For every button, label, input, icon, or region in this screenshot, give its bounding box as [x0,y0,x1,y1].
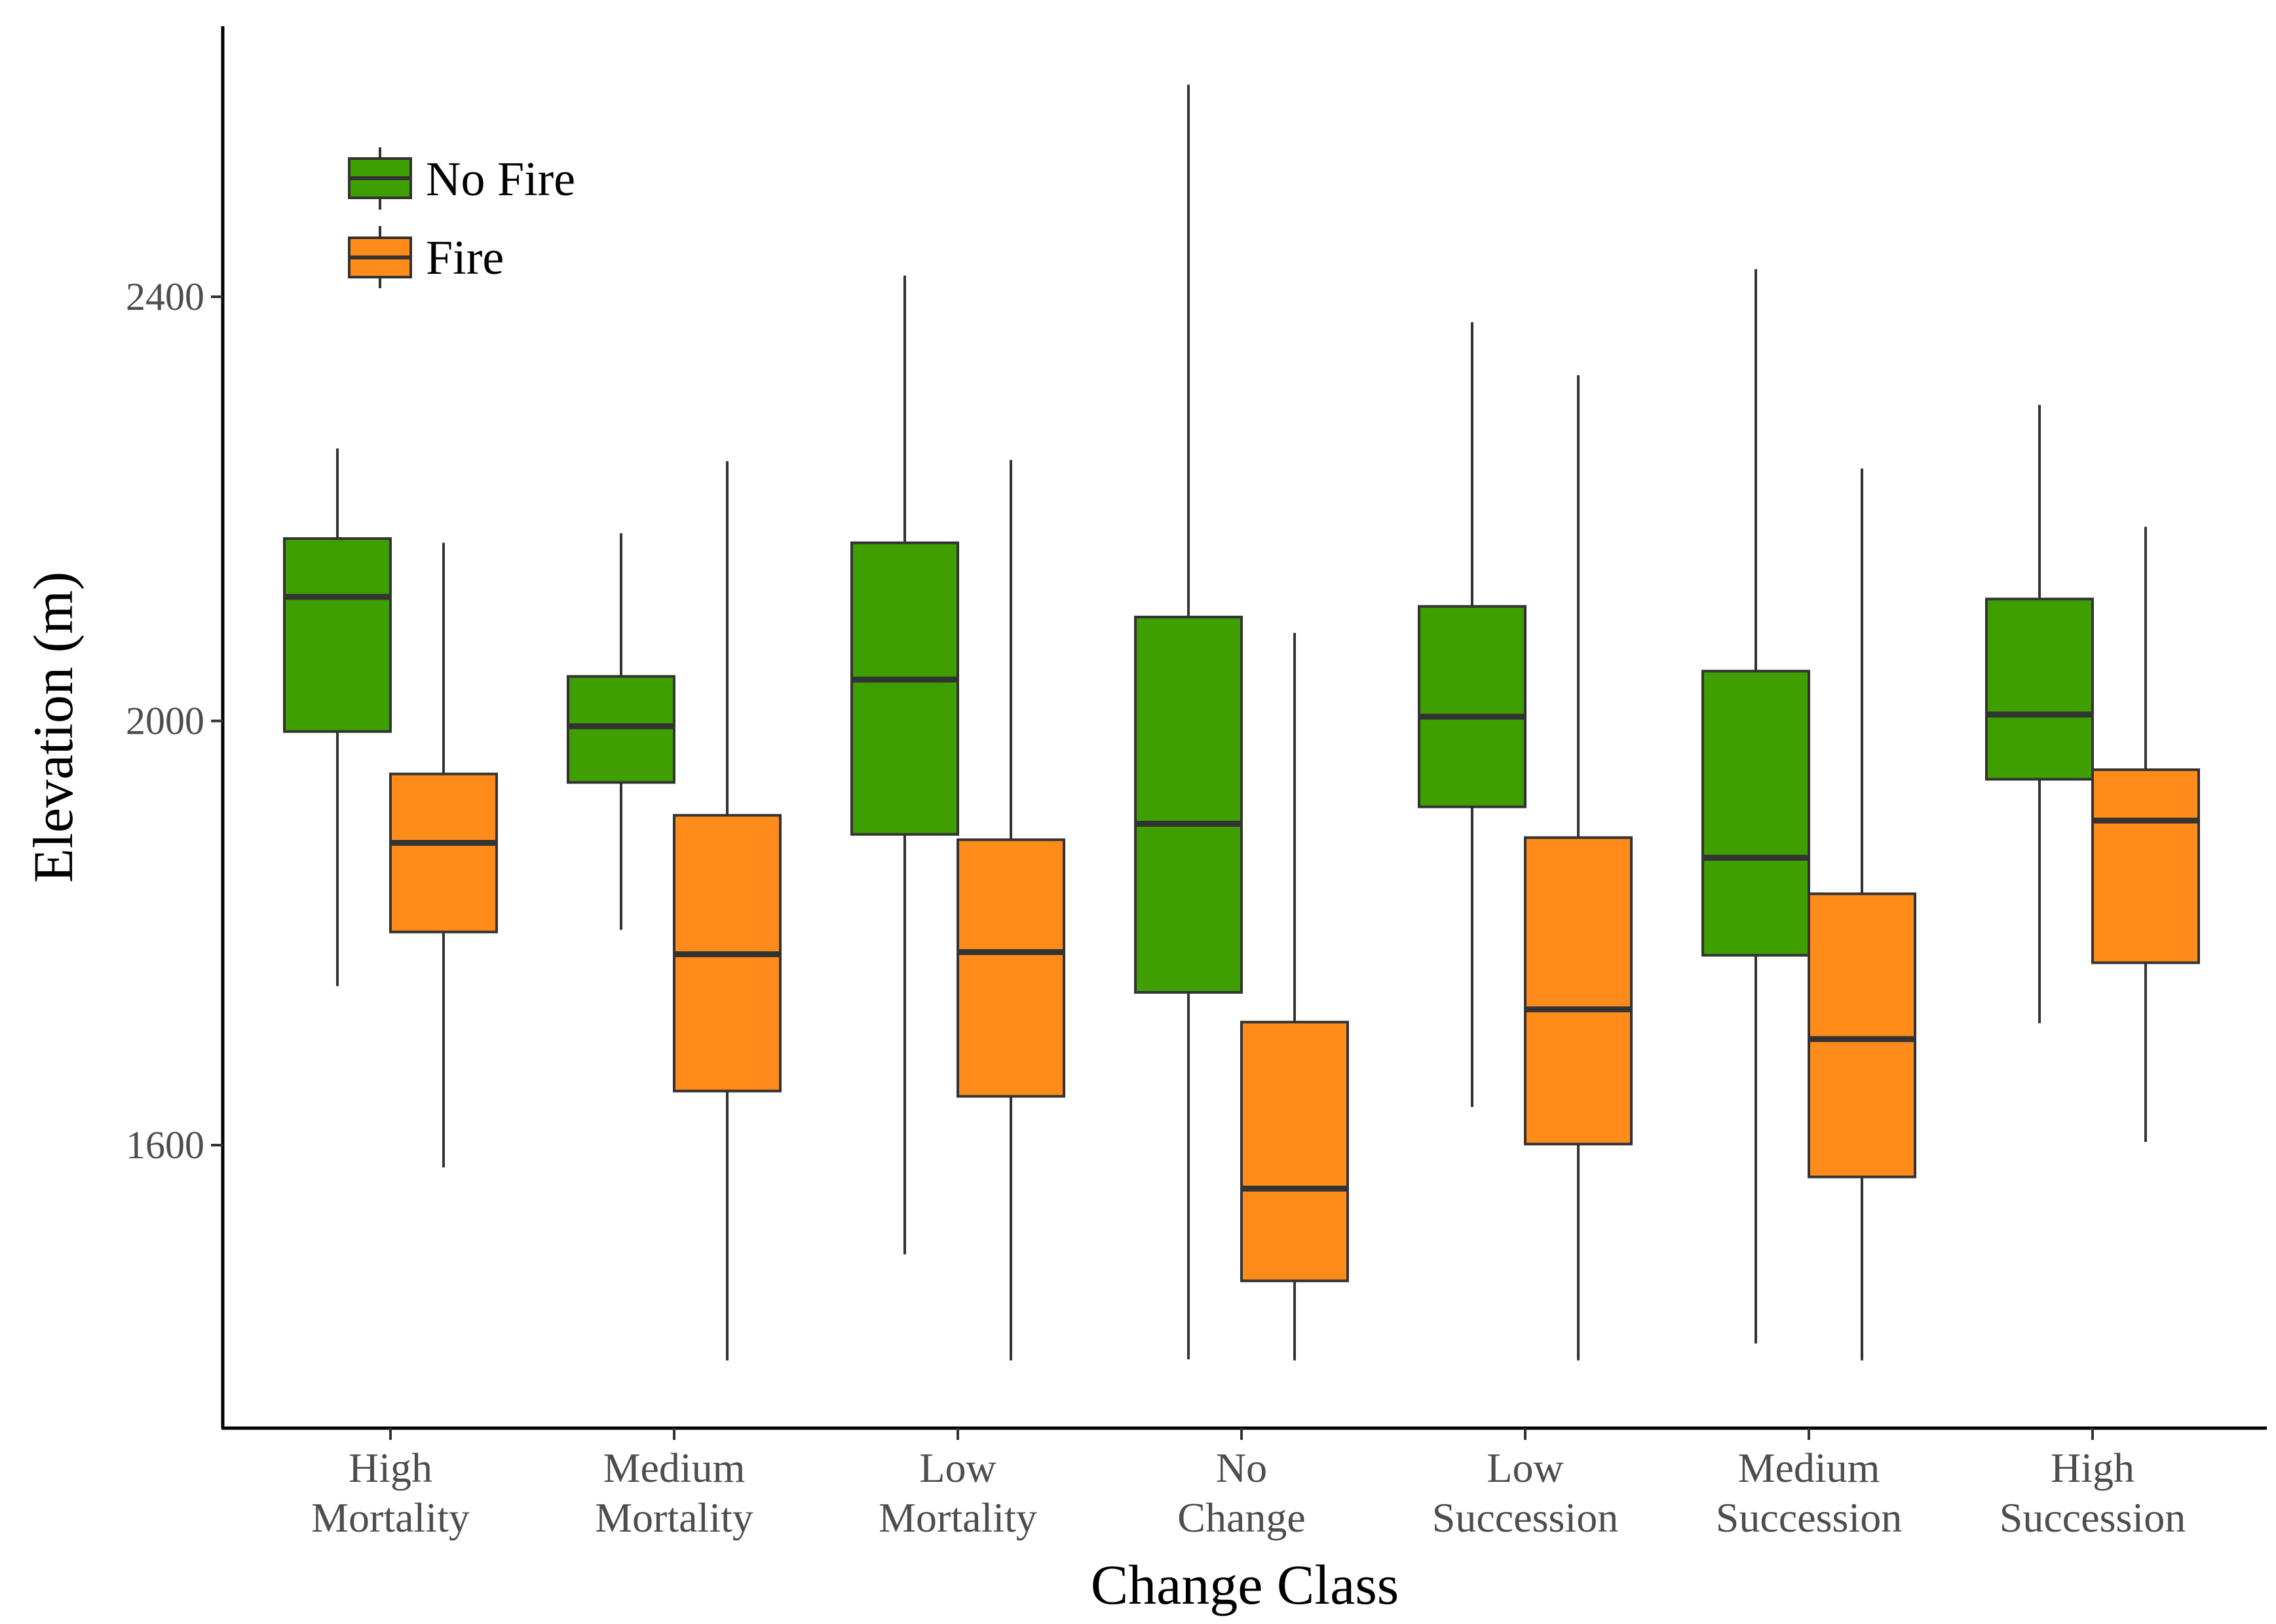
x-tick-label-high-mortality-line2: Mortality [311,1494,470,1541]
x-tick-label-high-succession-line2: Succession [2000,1494,2186,1541]
iqr-box-no-fire-medium-mortality [567,675,675,784]
legend-no-fire-label: No Fire [426,153,575,206]
x-tick-label-low-mortality-line2: Mortality [879,1494,1037,1541]
y-tick-label-2000: 2000 [126,700,204,743]
y-axis-title: Elevation (m) [22,571,85,882]
iqr-box-fire-low-mortality [957,838,1065,1098]
box-fire-high-mortality [389,542,498,1167]
x-tick-label-high-succession-line1: High [2051,1445,2134,1491]
iqr-box-fire-medium-succession [1808,892,1916,1179]
legend-item-no-fire: No Fire [348,147,575,210]
ticks-layer: 160020002400HighMortalityMediumMortality… [126,275,2186,1541]
iqr-box-no-fire-low-succession [1418,605,1527,808]
iqr-box-no-fire-no-change [1134,615,1243,994]
y-tick-label-1600: 1600 [126,1124,204,1167]
x-tick-label-medium-mortality-line1: Medium [603,1445,746,1491]
legend-fire-label: Fire [426,231,504,285]
legend-item-fire: Fire [348,226,504,288]
x-tick-label-low-succession-line2: Succession [1432,1494,1618,1541]
x-axis-title: Change Class [1091,1553,1399,1616]
y-tick-label-2400: 2400 [126,275,204,318]
iqr-box-no-fire-high-succession [1985,597,2094,781]
legend: No Fire Fire [348,147,575,288]
iqr-box-fire-high-succession [2091,768,2200,964]
x-tick-label-low-succession-line1: Low [1487,1445,1563,1491]
iqr-box-fire-no-change [1240,1021,1349,1283]
iqr-box-fire-high-mortality [389,772,498,934]
iqr-box-no-fire-high-mortality [283,537,392,733]
box-fire-low-succession [1524,375,1633,1361]
box-fire-high-succession [2091,527,2200,1142]
iqr-box-fire-low-succession [1524,836,1633,1146]
box-no-fire-high-mortality [283,448,392,987]
x-tick-label-medium-succession-line2: Succession [1716,1494,1902,1541]
box-fire-no-change [1240,633,1349,1361]
box-no-fire-no-change [1134,85,1243,1359]
x-tick-label-high-mortality-line1: High [349,1445,432,1491]
x-tick-label-medium-mortality-line2: Mortality [595,1494,753,1541]
x-tick-label-low-mortality-line1: Low [919,1445,996,1491]
x-tick-label-no-change-line1: No [1216,1445,1267,1491]
iqr-box-no-fire-low-mortality [850,541,959,836]
axes-layer [221,26,2267,1430]
box-fire-medium-succession [1808,468,1916,1361]
x-tick-label-medium-succession-line1: Medium [1738,1445,1880,1491]
boxes-layer [283,85,2200,1361]
box-no-fire-high-succession [1985,405,2094,1023]
x-tick-label-no-change-line2: Change [1177,1494,1306,1541]
box-no-fire-low-mortality [850,275,959,1255]
box-no-fire-low-succession [1418,322,1527,1107]
box-fire-medium-mortality [673,461,782,1361]
iqr-box-no-fire-medium-succession [1701,670,1810,957]
box-fire-low-mortality [957,460,1065,1361]
box-no-fire-medium-mortality [567,533,675,930]
box-no-fire-medium-succession [1701,269,1810,1344]
